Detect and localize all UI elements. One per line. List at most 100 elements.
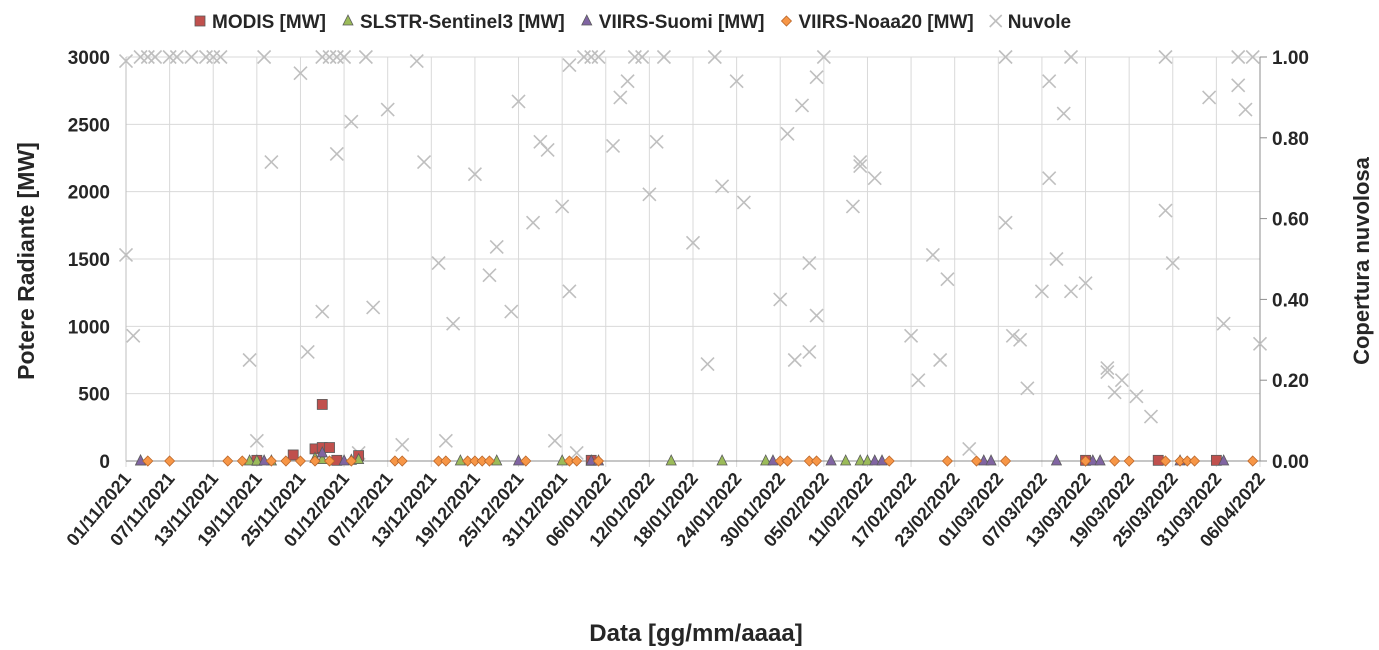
y2-tick-label: 0.00	[1272, 452, 1309, 473]
point-nuvole	[809, 308, 824, 323]
point-viirs-noaa20	[469, 455, 481, 467]
point-nuvole	[148, 49, 163, 65]
series-nuvole	[118, 49, 1268, 460]
point-nuvole	[802, 255, 817, 271]
point-nuvole	[446, 316, 461, 331]
point-nuvole	[358, 49, 373, 65]
point-viirs-noaa20	[309, 455, 321, 467]
point-nuvole	[649, 134, 664, 149]
point-nuvole	[904, 328, 919, 343]
legend-item-nuvole: Nuvole	[989, 12, 1071, 33]
point-nuvole	[591, 49, 606, 65]
point-viirs-noaa20	[280, 455, 292, 467]
point-nuvole	[809, 70, 824, 85]
point-nuvole	[1078, 276, 1093, 291]
point-nuvole	[620, 74, 635, 89]
point-nuvole	[1252, 336, 1268, 351]
point-viirs-noaa20	[142, 455, 154, 467]
point-nuvole	[409, 53, 424, 69]
point-viirs-suomi	[1087, 454, 1099, 466]
legend-marker	[581, 14, 593, 26]
point-nuvole	[300, 344, 315, 359]
point-nuvole	[380, 102, 395, 117]
point-slstr-sentinel3	[251, 454, 263, 466]
point-nuvole	[613, 90, 628, 105]
point-nuvole	[1100, 361, 1115, 376]
y-tick-label: 1500	[68, 250, 110, 271]
point-nuvole	[911, 373, 926, 388]
legend-item-viirs-suomi: VIIRS-Suomi [MW]	[581, 12, 764, 33]
point-nuvole	[1063, 49, 1079, 65]
point-nuvole	[322, 49, 337, 65]
y2-tick-label: 0.60	[1272, 210, 1309, 231]
point-viirs-noaa20	[811, 455, 823, 467]
point-viirs-noaa20	[1079, 455, 1092, 467]
y2-tick-label: 0.20	[1272, 371, 1309, 392]
point-nuvole	[1049, 251, 1064, 267]
legend-label: SLSTR-Sentinel3 [MW]	[360, 12, 565, 33]
point-modis	[287, 449, 299, 461]
point-nuvole	[511, 94, 526, 109]
point-nuvole	[627, 49, 642, 65]
point-nuvole	[395, 437, 410, 452]
point-viirs-suomi	[869, 454, 881, 466]
point-viirs-noaa20	[1181, 455, 1193, 467]
point-nuvole	[1042, 74, 1057, 89]
legend-label: VIIRS-Noaa20 [MW]	[798, 12, 973, 33]
point-nuvole	[1245, 49, 1260, 65]
legend-marker	[342, 14, 354, 26]
point-nuvole	[1100, 365, 1115, 380]
point-nuvole	[794, 98, 810, 113]
point-viirs-noaa20	[222, 455, 234, 467]
y-tick-label: 2500	[68, 115, 110, 136]
point-nuvole	[962, 441, 977, 456]
point-slstr-sentinel3	[716, 454, 728, 466]
point-nuvole	[1056, 106, 1071, 121]
point-slstr-sentinel3	[556, 454, 568, 466]
point-slstr-sentinel3	[665, 454, 677, 466]
legend-marker	[989, 14, 1003, 28]
point-viirs-noaa20	[164, 455, 176, 467]
point-viirs-suomi	[316, 446, 328, 458]
point-nuvole	[605, 138, 621, 153]
point-viirs-noaa20	[563, 455, 575, 467]
point-viirs-suomi	[585, 454, 597, 466]
legend-label: Nuvole	[1008, 12, 1071, 33]
point-nuvole	[576, 49, 592, 65]
point-nuvole	[329, 146, 344, 162]
point-nuvole	[547, 433, 562, 448]
y2-axis-title: Copertura nuvolosa	[1349, 156, 1374, 365]
point-viirs-suomi	[338, 454, 350, 466]
point-nuvole	[438, 433, 453, 448]
point-nuvole	[729, 74, 744, 89]
point-nuvole	[635, 49, 650, 65]
point-viirs-suomi	[825, 454, 837, 466]
legend-item-slstr-sentinel3: SLSTR-Sentinel3 [MW]	[342, 12, 565, 33]
point-nuvole	[315, 304, 330, 319]
point-nuvole	[416, 154, 432, 170]
y-axis-title: Potere Radiante [MW]	[13, 142, 39, 380]
point-nuvole	[853, 159, 868, 174]
point-nuvole	[555, 199, 570, 214]
point-nuvole	[489, 239, 504, 254]
axes: 0 500 1000 1500 2000 2500 3000 0.00 0.20 0.40 0.60…	[62, 48, 1309, 551]
point-viirs-suomi	[258, 454, 270, 466]
point-slstr-sentinel3	[454, 454, 467, 466]
point-nuvole	[242, 352, 257, 368]
y-tick-label: 2000	[68, 183, 110, 204]
point-viirs-noaa20	[571, 455, 583, 467]
point-viirs-noaa20	[433, 455, 445, 467]
point-nuvole	[140, 49, 155, 65]
point-nuvole	[467, 167, 482, 182]
point-nuvole	[126, 328, 141, 343]
point-viirs-noaa20	[389, 455, 401, 467]
legend-item-modis: MODIS [MW]	[194, 12, 326, 33]
point-nuvole	[867, 171, 882, 186]
point-viirs-noaa20	[1123, 455, 1135, 467]
point-nuvole	[715, 179, 730, 194]
point-nuvole	[656, 49, 671, 65]
point-viirs-noaa20	[883, 455, 895, 467]
point-viirs-noaa20	[803, 455, 815, 467]
point-nuvole	[504, 304, 519, 319]
